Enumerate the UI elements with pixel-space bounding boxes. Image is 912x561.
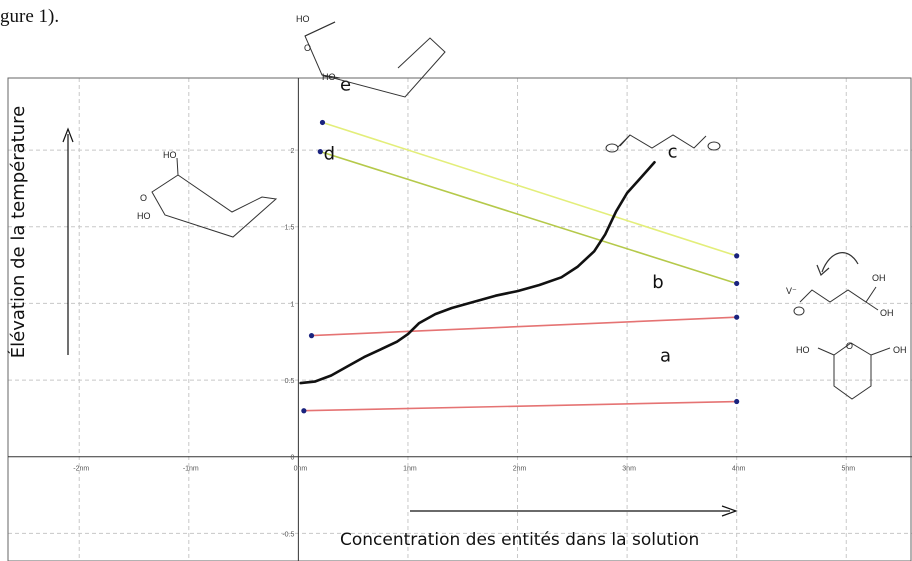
ring-molecule bbox=[817, 342, 891, 400]
segment-point bbox=[734, 253, 740, 259]
y-tick-label: -0.5 bbox=[282, 531, 294, 538]
mol-ring-label-1: HO bbox=[796, 345, 810, 355]
annotation-label: b bbox=[652, 272, 663, 293]
y-tick-label: 0.5 bbox=[285, 378, 295, 385]
x-tick-label: -2nm bbox=[73, 466, 89, 473]
y-tick-label: 1 bbox=[290, 301, 294, 308]
x-tick-label: 2nm bbox=[513, 466, 527, 473]
mol-left-label-2: O bbox=[140, 193, 147, 203]
segment-point bbox=[734, 398, 740, 405]
chair-molecule-left bbox=[151, 157, 278, 238]
mol-left-label-3: HO bbox=[137, 211, 151, 221]
y-tick-label: 0 bbox=[290, 455, 294, 462]
x-tick-label: 3nm bbox=[622, 466, 636, 473]
mol-left-label-1: HO bbox=[163, 150, 177, 160]
segment-line bbox=[303, 400, 737, 412]
x-tick-label: 4nm bbox=[732, 466, 746, 473]
annotation-label: e bbox=[340, 74, 351, 95]
curve-line bbox=[299, 161, 656, 385]
dialdehyde-molecule bbox=[605, 134, 721, 153]
mol-top-label-1: HO bbox=[296, 14, 310, 24]
open-chain-charge: V⁻ bbox=[786, 286, 797, 296]
grid bbox=[8, 78, 912, 561]
segment-point bbox=[734, 280, 740, 287]
mol-right-label-2: OH bbox=[880, 308, 894, 318]
segment-point bbox=[319, 119, 326, 126]
plot-border bbox=[7, 77, 912, 561]
x-axis-label: Concentration des entités dans la soluti… bbox=[340, 530, 699, 550]
chair-molecule-top bbox=[304, 21, 446, 98]
mol-ring-label-2: O bbox=[846, 341, 853, 351]
segment-line bbox=[311, 316, 737, 337]
curve bbox=[299, 161, 656, 385]
segment-line bbox=[320, 150, 737, 285]
annotation-label: c bbox=[668, 142, 678, 163]
y-axis-label: Élévation de la température bbox=[7, 106, 29, 358]
x-tick-label: 1nm bbox=[403, 466, 417, 473]
mol-ring-label-3: OH bbox=[893, 345, 907, 355]
segment-line bbox=[322, 121, 737, 257]
open-chain-molecule bbox=[793, 286, 879, 316]
right-arrow-icon bbox=[410, 505, 738, 517]
axes bbox=[7, 77, 912, 561]
curved-arrow-icon bbox=[816, 252, 859, 277]
caption-fragment: gure 1). bbox=[0, 6, 59, 27]
segment-point bbox=[317, 149, 323, 155]
segment-endpoints bbox=[301, 119, 740, 414]
line-segments bbox=[303, 121, 737, 412]
annotation-label: a bbox=[660, 346, 671, 367]
segment-point bbox=[308, 333, 315, 339]
y-tick-label: 1.5 bbox=[285, 225, 295, 232]
annotations: a b c d e bbox=[324, 74, 678, 366]
x-tick-label: 5nm bbox=[841, 466, 855, 473]
segment-point bbox=[301, 408, 307, 414]
annotation-label: d bbox=[324, 143, 335, 164]
mol-top-label-3: HO bbox=[322, 72, 336, 82]
x-tick-labels: -2nm -1nm 0nm 1nm 2nm 3nm 4nm 5nm bbox=[73, 466, 855, 473]
up-arrow-icon bbox=[62, 127, 74, 355]
y-tick-label: 2 bbox=[290, 148, 294, 155]
segment-point bbox=[734, 314, 740, 320]
x-tick-label: 0nm bbox=[294, 466, 308, 473]
y-tick-labels: -0.5 0 0.5 1 1.5 2 bbox=[282, 148, 294, 538]
x-tick-label: -1nm bbox=[183, 466, 199, 473]
mol-top-label-2: O bbox=[304, 43, 311, 53]
mol-right-label-1: OH bbox=[872, 273, 886, 283]
